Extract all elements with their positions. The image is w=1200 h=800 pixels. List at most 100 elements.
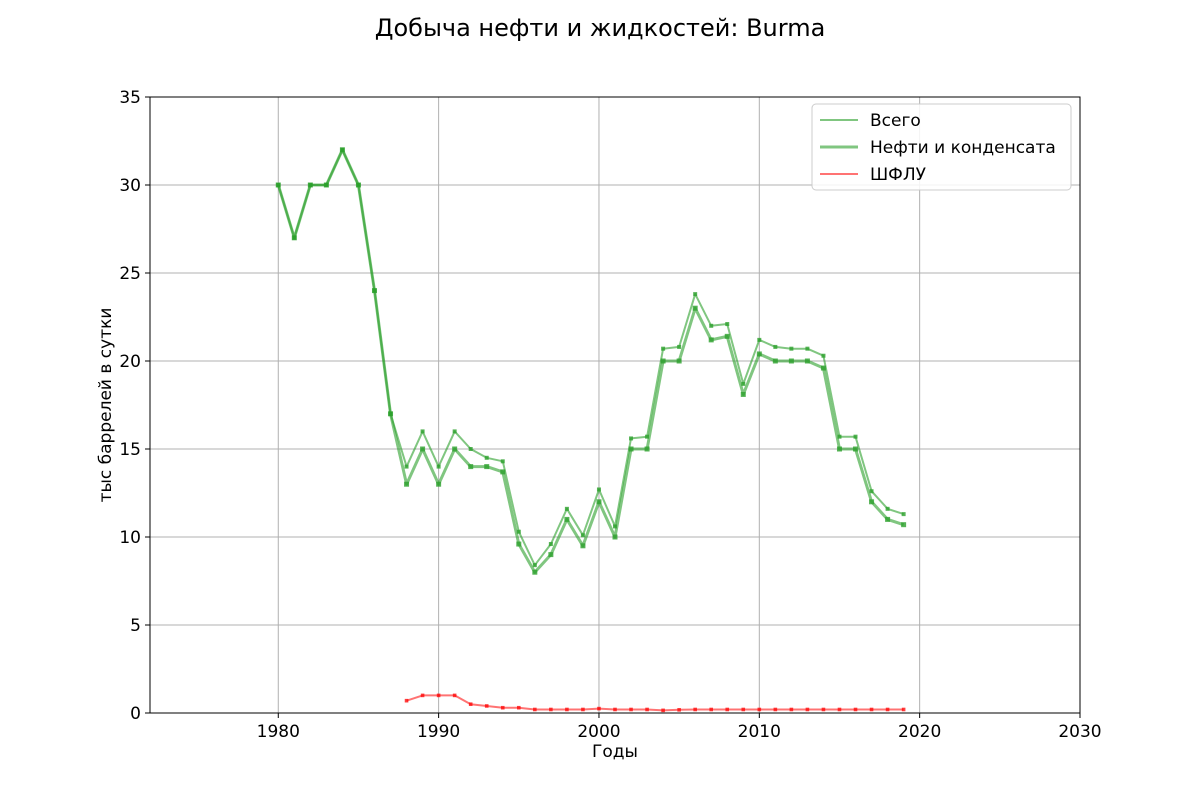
y-tick-label: 5 (130, 616, 141, 636)
legend: Всего Нефти и конденсата ШФЛУ (811, 103, 1072, 191)
data-point (548, 542, 553, 547)
data-point (788, 358, 794, 364)
data-point (869, 707, 874, 712)
data-point (291, 235, 297, 241)
data-point (676, 358, 682, 364)
data-point (436, 481, 442, 487)
x-tick-label: 1980 (257, 722, 300, 742)
y-axis-label: тыс баррелей в сутки (96, 308, 116, 503)
data-point (885, 707, 890, 712)
data-point (596, 487, 601, 492)
data-point (628, 446, 634, 452)
series-2 (404, 693, 906, 713)
x-tick-label: 1990 (417, 722, 460, 742)
data-point (805, 707, 810, 712)
data-point (532, 569, 538, 575)
series-0 (276, 147, 906, 568)
chart-title: Добыча нефти и жидкостей: Burma (375, 14, 826, 42)
x-tick-label: 2020 (898, 722, 941, 742)
x-tick-label: 2010 (738, 722, 781, 742)
data-point (420, 446, 426, 452)
y-tick-label: 35 (119, 88, 141, 108)
data-point (613, 707, 617, 712)
data-point (709, 323, 714, 328)
data-point (452, 429, 457, 434)
series-line (277, 148, 904, 567)
data-point (468, 702, 473, 706)
legend-label: ШФЛУ (870, 165, 927, 185)
data-point (388, 411, 394, 417)
data-point (836, 446, 842, 452)
data-point (420, 693, 425, 698)
data-point (677, 344, 682, 349)
data-point (581, 707, 585, 712)
series-1 (275, 147, 907, 575)
legend-label: Нефти и конденсата (870, 138, 1056, 158)
y-tick-label: 0 (130, 704, 141, 724)
data-point (612, 534, 618, 540)
data-point (580, 543, 586, 549)
data-point (741, 707, 746, 712)
data-point (613, 524, 617, 529)
data-point (484, 704, 489, 708)
y-tick-label: 25 (119, 264, 141, 284)
data-point (740, 391, 746, 397)
data-point (371, 288, 377, 294)
data-point (853, 446, 859, 452)
data-point (804, 358, 810, 364)
data-point (660, 358, 666, 364)
data-point (869, 489, 874, 494)
data-point (533, 707, 537, 712)
data-point (709, 707, 714, 712)
data-point (484, 464, 490, 470)
data-point (724, 333, 730, 339)
data-point (773, 707, 778, 712)
x-tick-label: 2030 (1058, 722, 1101, 742)
data-point (452, 446, 458, 452)
data-point (885, 516, 891, 522)
data-point (275, 182, 281, 188)
data-point (773, 344, 778, 349)
axis-ticks: 1980 1990 2000 2010 2020 2030 0 5 10 15 20 25 30 35 (119, 88, 1101, 742)
series-layer (275, 147, 907, 713)
data-point (404, 698, 409, 703)
y-tick-label: 15 (119, 440, 141, 460)
data-point (693, 292, 698, 297)
data-point (500, 469, 506, 475)
data-point (645, 707, 649, 712)
plot-frame (149, 96, 1081, 714)
data-point (821, 707, 826, 712)
data-point (725, 322, 730, 327)
data-point (549, 707, 553, 712)
y-tick-label: 30 (119, 176, 141, 196)
x-tick-label: 2000 (577, 722, 620, 742)
data-point (853, 707, 858, 712)
data-point (885, 506, 890, 511)
data-point (516, 529, 521, 534)
data-point (756, 351, 762, 357)
y-tick-label: 20 (119, 352, 141, 372)
data-point (339, 147, 345, 153)
legend-label: Всего (870, 111, 921, 131)
data-point (757, 337, 762, 342)
data-point (789, 707, 794, 712)
data-point (323, 182, 329, 188)
data-point (500, 459, 505, 464)
data-point (452, 693, 457, 698)
data-point (420, 429, 425, 434)
data-point (564, 506, 569, 511)
data-point (436, 693, 441, 698)
data-point (548, 552, 554, 558)
data-point (484, 455, 489, 460)
data-point (821, 353, 826, 358)
data-point (820, 365, 826, 371)
data-point (596, 499, 602, 505)
data-point (597, 706, 601, 711)
data-point (355, 182, 361, 188)
data-point (404, 464, 409, 469)
data-point (661, 346, 666, 351)
data-point (693, 707, 697, 712)
data-point (901, 512, 906, 517)
y-tick-label: 10 (119, 528, 141, 548)
